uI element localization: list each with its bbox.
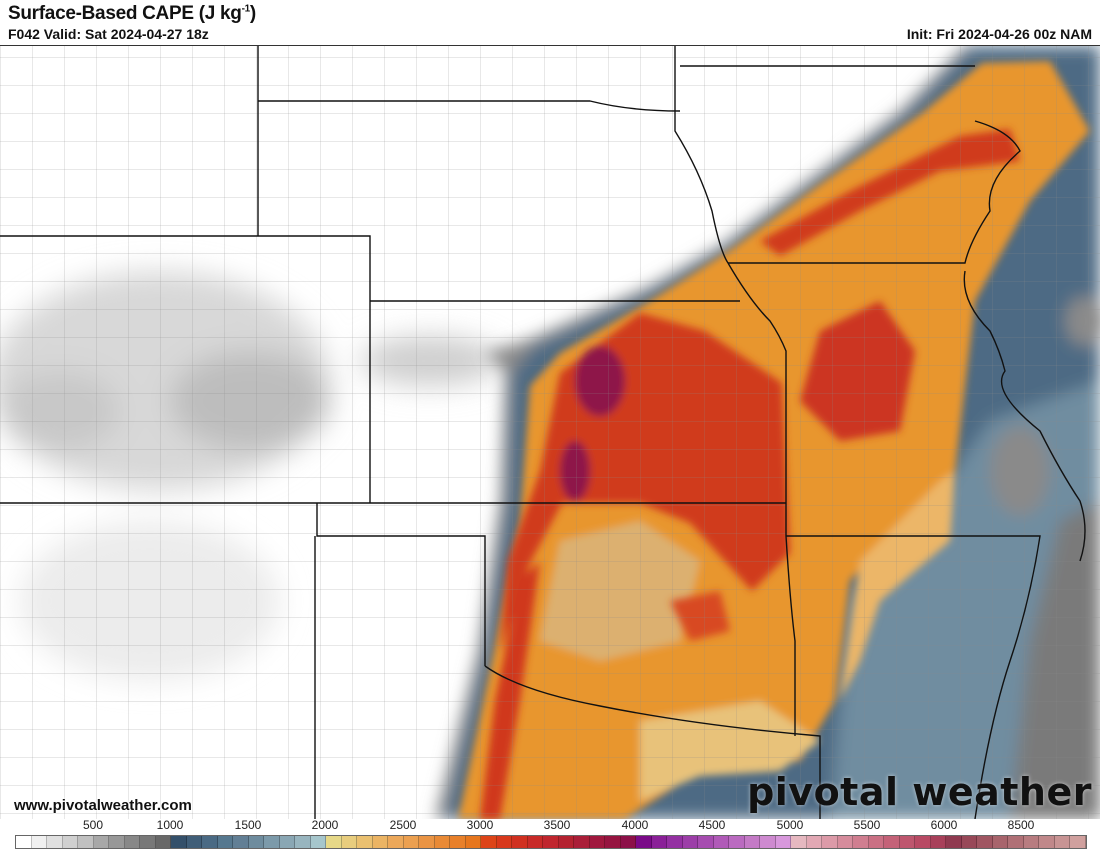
colorbar-cell	[806, 836, 822, 848]
colorbar-cell	[279, 836, 295, 848]
colorbar-cell	[450, 836, 466, 848]
colorbar-cell	[682, 836, 698, 848]
colorbar-cell	[1070, 836, 1086, 848]
colorbar-cell	[961, 836, 977, 848]
colorbar-label: 3500	[543, 818, 571, 832]
cape-map	[0, 45, 1100, 819]
valid-time: F042 Valid: Sat 2024-04-27 18z	[8, 26, 209, 42]
colorbar-cell	[202, 836, 218, 848]
colorbar-cell	[357, 836, 373, 848]
colorbar-cell	[264, 836, 280, 848]
colorbar-cell	[248, 836, 264, 848]
brand-logo: pivotal weather	[747, 770, 1092, 814]
colorbar-cell	[543, 836, 559, 848]
colorbar-cell	[434, 836, 450, 848]
colorbar-labels: 500 1000 1500 2000 2500 3000 3500 4000 4500 5000 5…	[0, 818, 1100, 834]
colorbar-cell	[326, 836, 342, 848]
colorbar-cell	[217, 836, 233, 848]
colorbar-label: 5500	[853, 818, 881, 832]
colorbar-cell	[527, 836, 543, 848]
colorbar-cell	[713, 836, 729, 848]
colorbar-cell	[1039, 836, 1055, 848]
colorbar-cell	[295, 836, 311, 848]
colorbar-cell	[744, 836, 760, 848]
colorbar-cell	[109, 836, 125, 848]
colorbar-label: 500	[82, 818, 104, 832]
colorbar-cell	[465, 836, 481, 848]
colorbar-label: 2000	[311, 818, 339, 832]
colorbar-cell	[946, 836, 962, 848]
colorbar-cell	[729, 836, 745, 848]
colorbar-cell	[372, 836, 388, 848]
colorbar-cell	[93, 836, 109, 848]
colorbar-cell	[822, 836, 838, 848]
colorbar-cell	[388, 836, 404, 848]
colorbar-cell	[78, 836, 94, 848]
colorbar-label: 5000	[776, 818, 804, 832]
colorbar-cell	[589, 836, 605, 848]
colorbar-cell	[574, 836, 590, 848]
colorbar-label: 8500	[1007, 818, 1035, 832]
colorbar-label: 3000	[466, 818, 494, 832]
colorbar-cell	[341, 836, 357, 848]
colorbar-cell	[62, 836, 78, 848]
colorbar-label: 1500	[234, 818, 262, 832]
colorbar-cell	[791, 836, 807, 848]
colorbar	[15, 835, 1087, 849]
website-credit: www.pivotalweather.com	[14, 797, 192, 814]
colorbar-cell	[1023, 836, 1039, 848]
colorbar-cell	[496, 836, 512, 848]
colorbar-cell	[47, 836, 63, 848]
colorbar-label: 4000	[621, 818, 649, 832]
colorbar-cell	[605, 836, 621, 848]
colorbar-cell	[667, 836, 683, 848]
colorbar-cell	[558, 836, 574, 848]
colorbar-cell	[636, 836, 652, 848]
colorbar-cell	[140, 836, 156, 848]
colorbar-label: 6000	[930, 818, 958, 832]
colorbar-cell	[124, 836, 140, 848]
colorbar-label: 4500	[698, 818, 726, 832]
colorbar-cell	[186, 836, 202, 848]
colorbar-cell	[992, 836, 1008, 848]
colorbar-cell	[651, 836, 667, 848]
colorbar-label: 1000	[156, 818, 184, 832]
colorbar-cell	[481, 836, 497, 848]
colorbar-cell	[915, 836, 931, 848]
colorbar-cell	[868, 836, 884, 848]
colorbar-cell	[698, 836, 714, 848]
colorbar-cell	[760, 836, 776, 848]
colorbar-cell	[419, 836, 435, 848]
colorbar-cell	[233, 836, 249, 848]
state-borders	[0, 46, 1086, 819]
colorbar-cell	[620, 836, 636, 848]
colorbar-cell	[403, 836, 419, 848]
colorbar-label: 2500	[389, 818, 417, 832]
colorbar-cell	[512, 836, 528, 848]
colorbar-cell	[16, 836, 32, 848]
colorbar-cell	[884, 836, 900, 848]
colorbar-cell	[837, 836, 853, 848]
colorbar-cell	[31, 836, 47, 848]
map-title: Surface-Based CAPE (J kg-1)	[8, 3, 256, 24]
colorbar-cell	[310, 836, 326, 848]
init-time: Init: Fri 2024-04-26 00z NAM	[906, 26, 1092, 42]
colorbar-cell	[1054, 836, 1070, 848]
colorbar-cell	[853, 836, 869, 848]
colorbar-cell	[930, 836, 946, 848]
colorbar-cell	[1008, 836, 1024, 848]
colorbar-cell	[171, 836, 187, 848]
colorbar-cell	[977, 836, 993, 848]
colorbar-cell	[899, 836, 915, 848]
colorbar-cell	[155, 836, 171, 848]
colorbar-cell	[775, 836, 791, 848]
